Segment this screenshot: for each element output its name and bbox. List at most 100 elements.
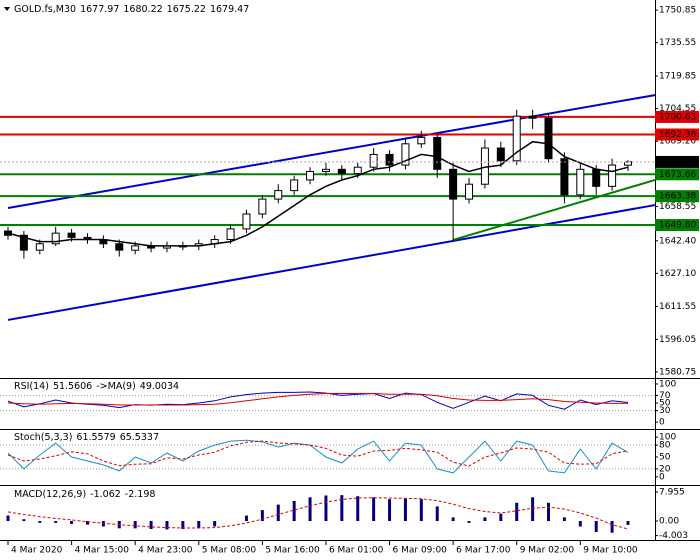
header-field: -2.198	[125, 489, 156, 500]
y-tick-label: 1750.85	[659, 6, 696, 16]
header-field: 1679.47	[210, 4, 249, 15]
y-tick-label: -4.003	[659, 531, 688, 541]
y-tick-label: 0.00	[659, 517, 679, 527]
y-tick-label: 50	[659, 399, 671, 409]
y-tick-label: 20	[659, 464, 671, 474]
indicator-line	[7, 440, 629, 467]
y-tick-label: 1596.05	[659, 335, 696, 345]
candle-body	[496, 147, 505, 162]
header-field: ->MA(9)	[96, 381, 136, 392]
level-label: 1649.80	[659, 221, 696, 231]
candle-body	[401, 143, 410, 166]
header-field: Stoch(5,3,3)	[14, 432, 72, 443]
y-tick-label: 30	[659, 406, 671, 416]
level-label: 1692.38	[659, 130, 696, 140]
indicator-header: MACD(12,26,9) -1.062 -2.198	[14, 489, 155, 500]
y-tick-label: 0	[659, 418, 665, 428]
y-tick-label: 1611.55	[659, 302, 696, 312]
y-tick-label: 1719.85	[659, 72, 696, 82]
x-tick-label: 4 Mar 23:00	[138, 546, 193, 556]
header-field: 1680.22	[123, 4, 162, 15]
trendline	[7, 94, 656, 210]
candle-body	[67, 232, 76, 238]
candle-body	[449, 168, 458, 200]
y-tick-label: 100	[659, 379, 676, 389]
x-tick-label: 5 Mar 08:00	[202, 546, 257, 556]
indicator-line	[7, 393, 628, 406]
y-tick-label: 1627.10	[659, 269, 696, 279]
indicator-header: GOLD.fs,M30 1677.97 1680.22 1675.22 1679.47	[14, 4, 249, 15]
level-label-box	[655, 190, 699, 203]
candle-body	[608, 164, 617, 187]
header-field: -1.062	[90, 489, 121, 500]
header-field: 1677.97	[80, 4, 119, 15]
moving-average	[7, 140, 629, 247]
x-tick-label: 6 Mar 09:00	[393, 546, 448, 556]
candle-body	[258, 198, 267, 215]
indicator-header: Stoch(5,3,3) 61.5579 65.5337	[14, 432, 159, 443]
y-tick-label: 1704.55	[659, 104, 696, 114]
header-field: 65.5337	[120, 432, 159, 443]
y-tick-label: 1580.75	[659, 367, 696, 377]
candle-body	[337, 168, 346, 175]
candle-body	[290, 179, 299, 192]
candle-body	[274, 190, 283, 200]
candle-body	[226, 228, 235, 241]
y-tick-label: 1642.40	[659, 236, 696, 246]
header-field: RSI(14)	[14, 381, 49, 392]
candle-body	[321, 168, 330, 172]
header-field: MACD(12,26,9)	[14, 489, 86, 500]
indicator-header: RSI(14) 51.5606 ->MA(9) 49.0034	[14, 381, 179, 392]
x-tick-label: 9 Mar 10:00	[583, 546, 638, 556]
x-tick-label: 4 Mar 15:00	[75, 546, 130, 556]
indicator-line	[7, 439, 629, 474]
candle-body	[306, 170, 315, 181]
candle-body	[417, 136, 426, 145]
level-label-box	[655, 110, 699, 123]
header-field: 51.5606	[53, 381, 92, 392]
candle-body	[19, 234, 28, 251]
current-price-box	[655, 155, 699, 168]
x-tick-label: 9 Mar 02:00	[520, 546, 575, 556]
level-label: 1700.63	[659, 112, 696, 122]
level-label: 1663.38	[659, 192, 696, 202]
candle-body	[385, 153, 394, 166]
y-tick-label: 70	[659, 391, 671, 401]
trendline	[452, 179, 656, 241]
candle-body	[592, 168, 601, 187]
x-tick-label: 6 Mar 01:00	[329, 546, 384, 556]
candle-body	[242, 213, 251, 230]
candle-body	[35, 243, 44, 251]
y-tick-label: 7.955	[659, 488, 685, 498]
candle-body	[544, 117, 553, 160]
indicator-line	[7, 391, 629, 410]
candle-body	[560, 158, 569, 196]
y-tick-label: 100	[659, 433, 676, 443]
level-label-box	[655, 128, 699, 141]
signal-line	[7, 497, 629, 530]
candle-body	[433, 136, 442, 170]
candle-body	[512, 115, 521, 162]
level-label: 1673.66	[659, 170, 696, 180]
level-label-box	[655, 219, 699, 232]
level-label-box	[655, 168, 699, 181]
candle-body	[353, 166, 362, 175]
collapse-arrow[interactable]	[4, 7, 10, 11]
header-field: GOLD.fs,M30	[14, 4, 76, 15]
header-field: 1675.22	[167, 4, 206, 15]
current-price-label: 1679.47	[659, 157, 696, 167]
x-tick-label: 4 Mar 2020	[11, 546, 63, 556]
candle-body	[465, 183, 474, 200]
header-field: 49.0034	[140, 381, 179, 392]
y-tick-label: 1735.55	[659, 38, 696, 48]
candle-body	[51, 232, 60, 245]
y-tick-label: 50	[659, 453, 671, 463]
y-tick-label: 0	[659, 472, 665, 482]
y-tick-label: 1658.55	[659, 202, 696, 212]
y-tick-label: 80	[659, 441, 671, 451]
x-tick-label: 6 Mar 17:00	[456, 546, 511, 556]
x-tick-label: 5 Mar 16:00	[265, 546, 320, 556]
